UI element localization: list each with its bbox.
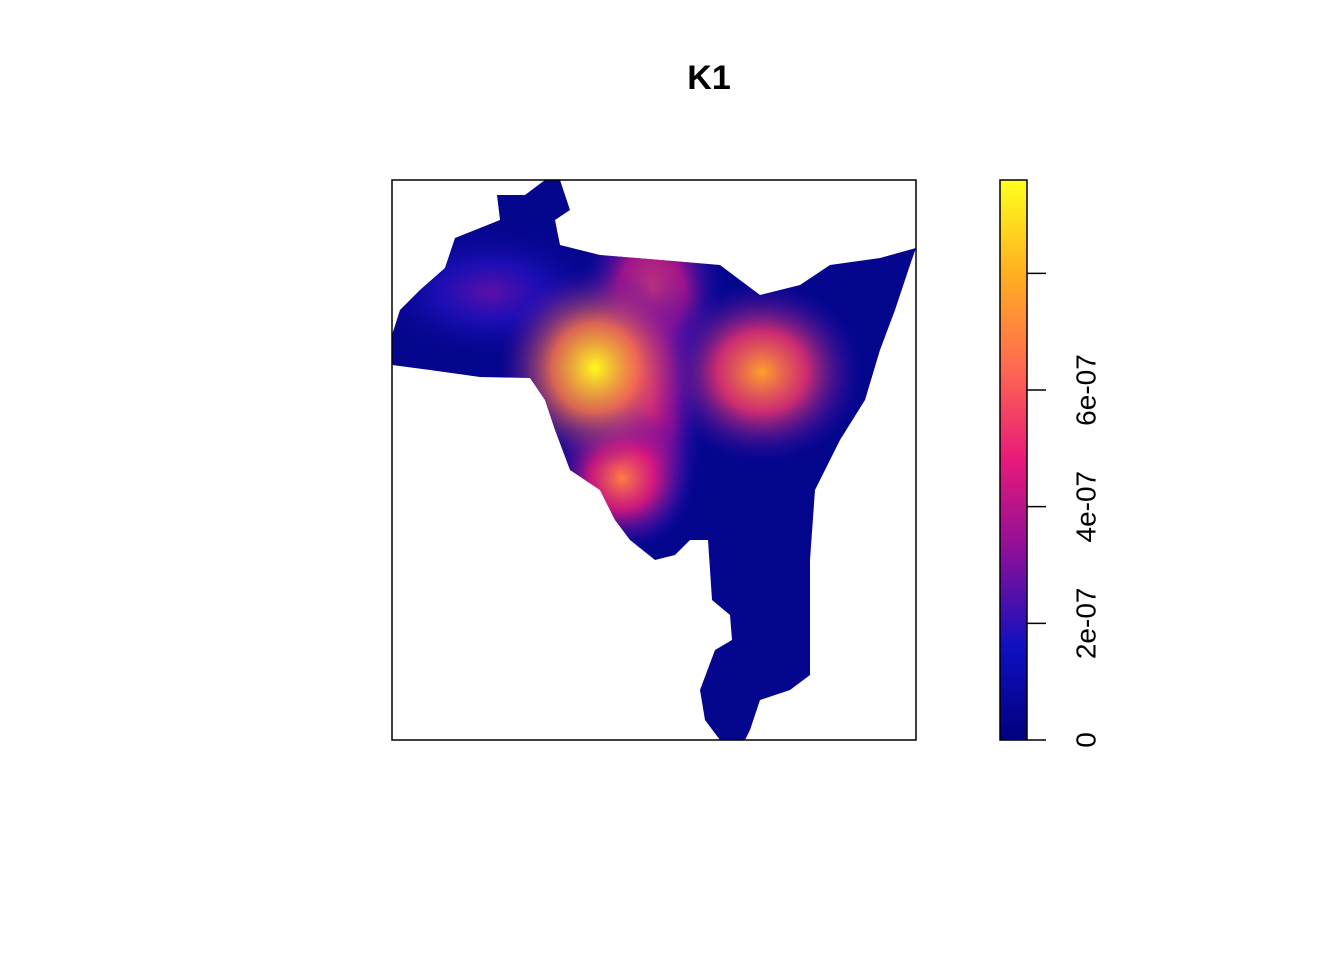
density-peak xyxy=(662,282,862,462)
colorbar-tick-label: 6e-07 xyxy=(1070,354,1101,426)
colorbar xyxy=(999,179,1028,741)
colorbar-tick-label: 4e-07 xyxy=(1070,471,1101,543)
density-image xyxy=(392,180,916,740)
colorbar-tick-label: 2e-07 xyxy=(1070,588,1101,660)
chart-title: K1 xyxy=(687,59,730,97)
plot-frame xyxy=(391,179,917,741)
density-peak xyxy=(499,268,691,468)
colorbar-tick-label: 0 xyxy=(1070,732,1101,748)
